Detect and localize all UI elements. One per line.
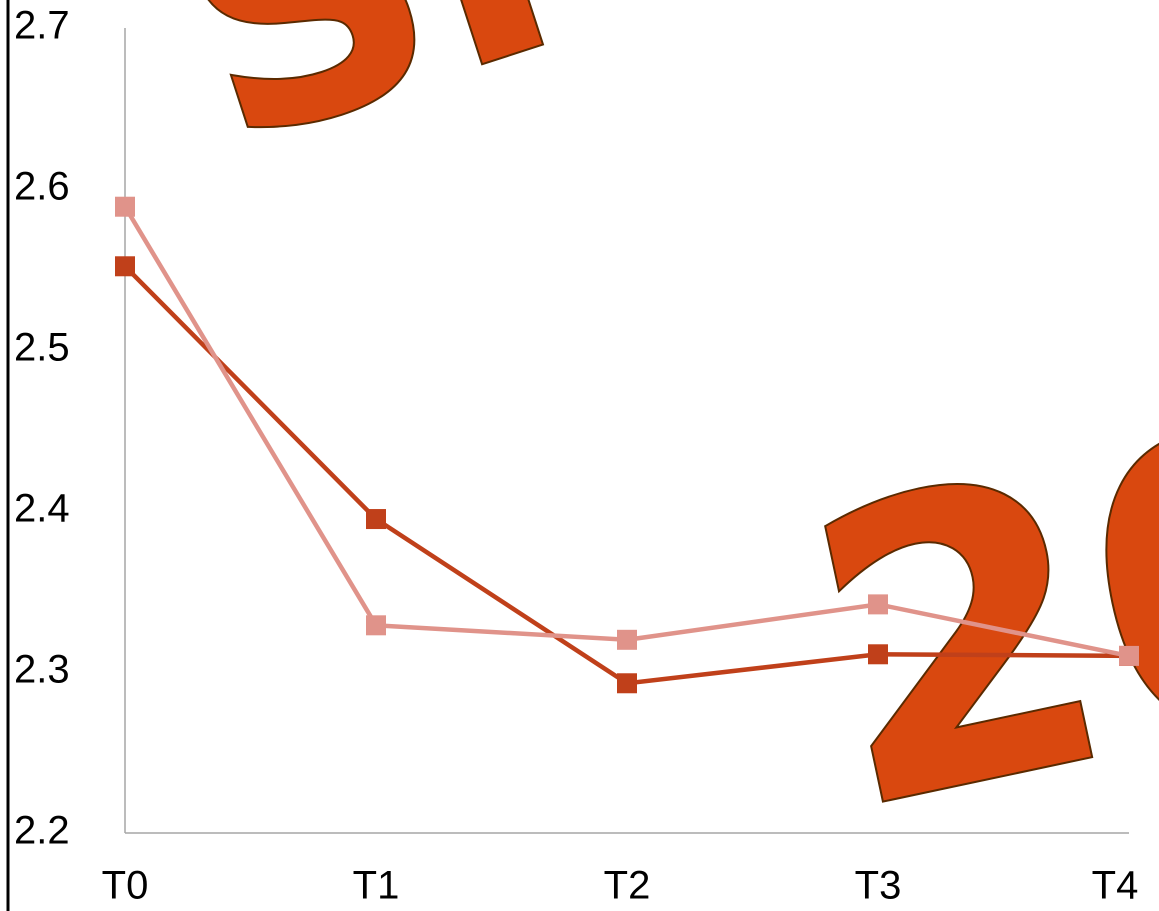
- data-point: [617, 673, 637, 694]
- x-tick-label: T0: [102, 864, 149, 908]
- data-point: [868, 644, 888, 665]
- x-tick-label: T2: [604, 864, 651, 908]
- x-tick-label: T1: [353, 864, 400, 908]
- data-point: [115, 256, 135, 277]
- watermark: SFT: [133, 0, 908, 220]
- data-point: [868, 594, 888, 615]
- data-point: [366, 509, 386, 530]
- data-point: [115, 196, 135, 217]
- x-tick-label: T3: [855, 864, 902, 908]
- y-tick-label: 2.6: [14, 165, 70, 209]
- watermark-layer: SFT 20: [131, 0, 1159, 902]
- y-tick-label: 2.5: [14, 326, 70, 370]
- x-tick-label: T4: [1092, 864, 1139, 908]
- y-tick-label: 2.7: [14, 4, 70, 48]
- watermark: 20: [776, 329, 1159, 900]
- data-point: [366, 615, 386, 636]
- y-tick-label: 2.4: [14, 487, 70, 531]
- data-point: [1119, 645, 1139, 666]
- data-point: [617, 629, 637, 650]
- y-tick-label: 2.2: [14, 809, 70, 853]
- y-tick-label: 2.3: [14, 648, 70, 692]
